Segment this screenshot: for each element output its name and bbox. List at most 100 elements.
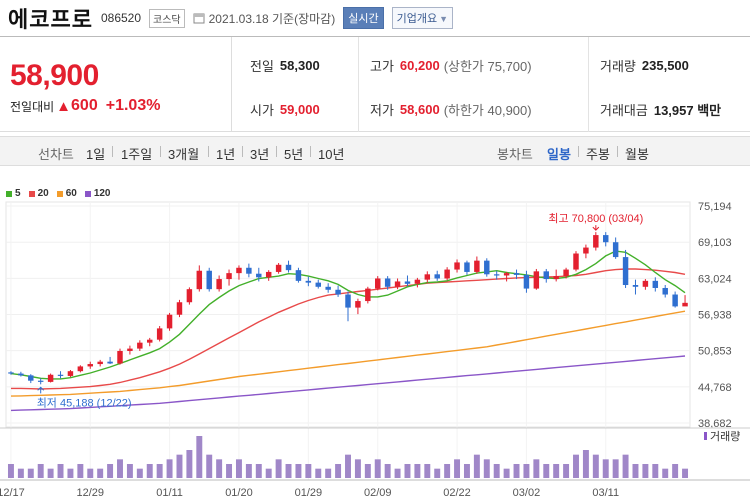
legend-swatch bbox=[6, 190, 12, 197]
candle-body bbox=[236, 267, 242, 274]
candle-body bbox=[315, 282, 321, 287]
company-overview-button[interactable]: 기업개요 ▼ bbox=[391, 7, 453, 29]
divider bbox=[588, 37, 589, 132]
candle-body bbox=[156, 328, 163, 340]
volume-bar bbox=[473, 454, 480, 478]
volume-bar bbox=[434, 468, 441, 478]
candle-daily[interactable]: 일봉 bbox=[547, 147, 571, 162]
line-chart-label: 선차트 bbox=[38, 147, 74, 162]
candle-body bbox=[424, 274, 431, 280]
volume-bar bbox=[682, 468, 689, 478]
x-tick-label: 01/11 bbox=[156, 487, 183, 499]
y-tick-label: 69,103 bbox=[698, 237, 732, 249]
candle-body bbox=[8, 372, 14, 374]
volume-bar bbox=[573, 454, 579, 478]
period-10y[interactable]: 10년 bbox=[318, 147, 345, 162]
candle-body bbox=[533, 271, 540, 289]
candle-body bbox=[543, 271, 549, 280]
volume-bar bbox=[305, 464, 312, 478]
quote-panel: 58,900 전일대비 ▲ 600 +1.03% 전일 58,300 시가 59… bbox=[0, 36, 750, 132]
separator bbox=[160, 146, 161, 157]
volume-bar bbox=[265, 468, 272, 478]
stat-low-label: 저가 bbox=[370, 103, 394, 118]
candle-body bbox=[523, 274, 530, 289]
x-tick-label: 03/02 bbox=[513, 487, 541, 499]
legend-label: 60 bbox=[65, 188, 77, 199]
volume-bar bbox=[245, 464, 252, 478]
candle-body bbox=[474, 260, 480, 272]
stat-open-label: 시가 bbox=[250, 103, 274, 118]
candle-body bbox=[246, 267, 252, 274]
candle-body bbox=[652, 280, 659, 288]
legend-label: 5 bbox=[15, 188, 21, 199]
volume-bar bbox=[17, 468, 24, 478]
price-chart: 5 20 60 120 75,194 69,103 63,024 56,938 50,8… bbox=[0, 178, 750, 504]
volume-bar bbox=[622, 454, 629, 478]
period-3m[interactable]: 3개월 bbox=[168, 147, 200, 162]
lower-limit: (하한가 40,900) bbox=[443, 103, 532, 118]
period-1w[interactable]: 1주일 bbox=[121, 147, 153, 162]
period-1y[interactable]: 1년 bbox=[216, 147, 236, 162]
y-tick-label: 50,853 bbox=[698, 346, 732, 358]
candle-body bbox=[107, 361, 113, 364]
stock-header: 에코프로 086520 코스닥 2021.03.18 기준(장마감) 실시간 기… bbox=[0, 0, 750, 36]
candle-body bbox=[117, 350, 123, 364]
candle-body bbox=[206, 270, 212, 290]
volume-bar bbox=[295, 464, 302, 478]
volume-bar bbox=[543, 464, 550, 478]
x-tick-label: 01/29 bbox=[295, 487, 323, 499]
chart-canvas[interactable]: 75,194 69,103 63,024 56,938 50,853 44,768 38,6… bbox=[0, 178, 750, 504]
candle-body bbox=[166, 314, 173, 329]
volume-legend-swatch bbox=[704, 432, 707, 440]
period-5y[interactable]: 5년 bbox=[284, 147, 304, 162]
separator bbox=[112, 146, 113, 157]
change-amount: 600 bbox=[71, 97, 98, 114]
volume-bar bbox=[216, 459, 223, 478]
candle-body bbox=[285, 264, 292, 271]
change-percent: +1.03% bbox=[105, 97, 161, 114]
candle-body bbox=[444, 269, 450, 279]
candle-weekly[interactable]: 주봉 bbox=[586, 147, 610, 162]
stat-prev: 전일 58,300 bbox=[250, 56, 320, 75]
volume-bar bbox=[226, 464, 233, 478]
x-tick-label: 12/29 bbox=[76, 487, 104, 499]
stat-high: 고가 60,200 (상한가 75,700) bbox=[370, 56, 532, 75]
period-1d[interactable]: 1일 bbox=[86, 147, 106, 162]
volume-bar bbox=[553, 464, 560, 478]
x-tick-label: 03/11 bbox=[592, 487, 619, 499]
candle-body bbox=[493, 274, 500, 276]
candle-body bbox=[414, 279, 421, 284]
candle-body bbox=[147, 339, 153, 343]
candle-body bbox=[622, 257, 629, 286]
divider bbox=[358, 37, 359, 132]
candle-body bbox=[662, 287, 668, 295]
market-badge: 코스닥 bbox=[149, 8, 185, 28]
high-arrow-icon bbox=[592, 225, 600, 231]
volume-bar bbox=[117, 459, 123, 478]
candle-body bbox=[503, 273, 510, 276]
ma60-line bbox=[10, 310, 686, 397]
ma5-line bbox=[10, 250, 686, 380]
stat-prev-value: 58,300 bbox=[279, 58, 320, 73]
volume-bar bbox=[335, 464, 342, 478]
candle-monthly[interactable]: 월봉 bbox=[625, 147, 649, 162]
volume-bar bbox=[166, 459, 173, 478]
stat-low-value: 58,600 bbox=[399, 102, 440, 117]
stat-low: 저가 58,600 (하한가 40,900) bbox=[370, 100, 532, 119]
high-annotation: 최고 70,800 (03/04) bbox=[548, 212, 643, 225]
stock-code: 086520 bbox=[100, 11, 142, 25]
volume-bar bbox=[444, 464, 451, 478]
separator bbox=[310, 146, 311, 157]
candle-body bbox=[394, 281, 401, 287]
volume-bar bbox=[404, 464, 411, 478]
period-bar: 선차트 1일 1주일 3개월 1년 3년 5년 10년 봉차트 일봉 주봉 월봉 bbox=[0, 136, 750, 166]
candle-body bbox=[375, 278, 381, 289]
period-3y[interactable]: 3년 bbox=[250, 147, 270, 162]
volume-bar bbox=[27, 468, 34, 478]
realtime-button[interactable]: 실시간 bbox=[343, 7, 384, 29]
volume-bar bbox=[136, 468, 143, 478]
y-tick-label: 75,194 bbox=[698, 201, 732, 213]
stat-open-value: 59,000 bbox=[279, 102, 320, 117]
chart-legend: 5 20 60 120 bbox=[6, 188, 111, 199]
candle-body bbox=[355, 301, 361, 308]
